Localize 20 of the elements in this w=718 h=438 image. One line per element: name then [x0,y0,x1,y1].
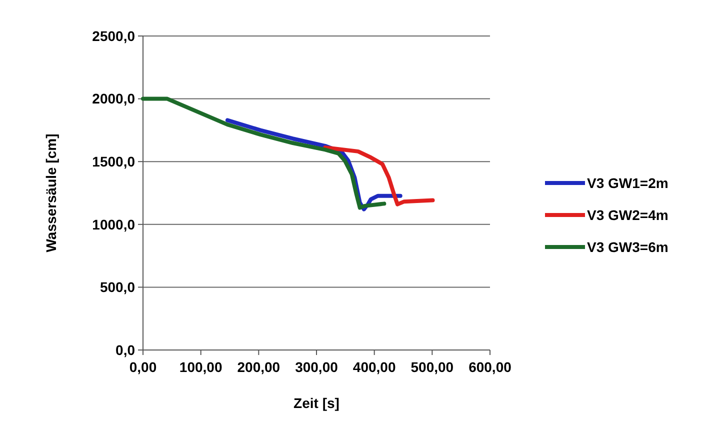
x-tick-label: 200,00 [237,359,280,375]
y-tick-label: 1000,0 [92,216,136,232]
x-tick-label: 600,00 [468,359,512,375]
x-tick-label: 100,00 [179,359,222,375]
x-tick-label: 300,00 [295,359,338,375]
legend-label: V3 GW3=6m [587,238,668,255]
x-tick-label: 0,00 [129,359,157,375]
line-series [141,96,386,210]
legend-label: V3 GW1=2m [587,174,668,191]
line-series [323,146,435,206]
x-tick-label: 500,00 [410,359,454,375]
y-tick-label: 0,0 [116,342,136,358]
x-axis-title: Zeit [s] [294,395,340,411]
y-tick-label: 1500,0 [92,154,136,170]
legend-label: V3 GW2=4m [587,206,668,223]
x-tick-label: 400,00 [352,359,396,375]
y-tick-label: 2500,0 [92,28,136,44]
y-axis-title: Wassersäule [cm] [43,134,59,252]
y-tick-label: 2000,0 [92,90,136,107]
y-tick-label: 500,0 [100,279,136,296]
